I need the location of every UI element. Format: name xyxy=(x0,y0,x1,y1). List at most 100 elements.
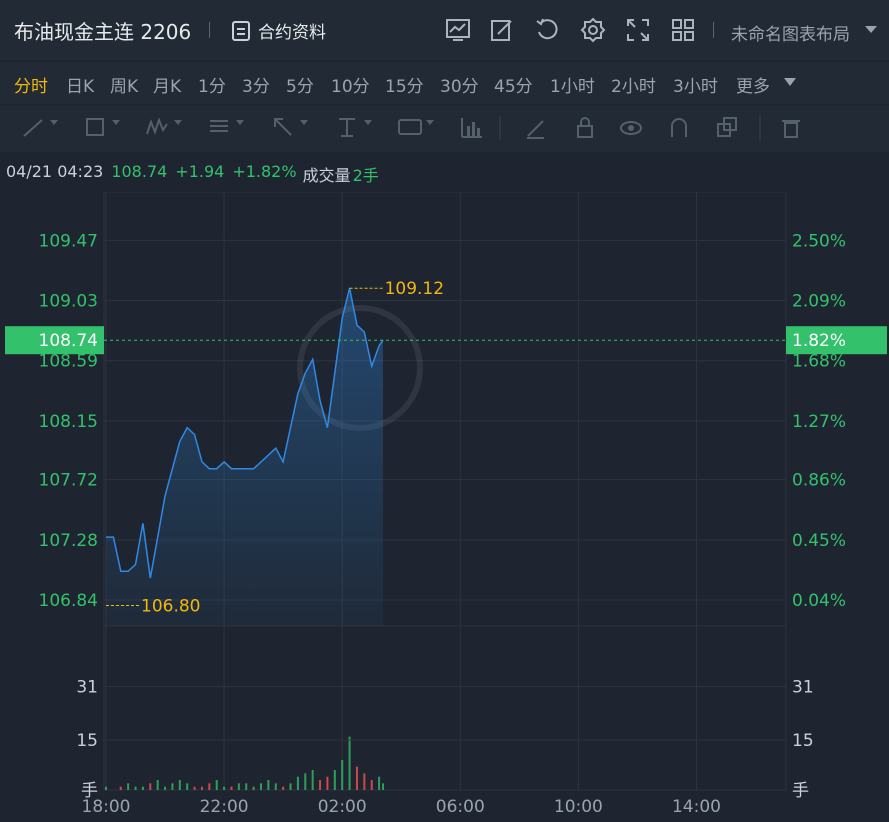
quote-price: 108.74 xyxy=(111,162,168,181)
period-tab-2[interactable]: 周K xyxy=(110,77,139,97)
volume-bar xyxy=(156,780,159,790)
volume-bar xyxy=(230,786,233,790)
period-tab-9[interactable]: 30分 xyxy=(440,77,479,97)
chevron-down-icon[interactable] xyxy=(865,26,877,33)
period-tab-13[interactable]: 3小时 xyxy=(673,77,718,97)
period-bar xyxy=(0,62,889,104)
quote-change-pct: +1.82% xyxy=(232,162,297,181)
volume-bar xyxy=(127,783,130,790)
quote-datetime: 04/21 04:23 xyxy=(6,162,104,181)
undo-icon[interactable] xyxy=(534,17,560,43)
settings-icon[interactable] xyxy=(580,17,606,43)
volume-bar xyxy=(252,786,255,790)
volume-unit: 手 xyxy=(81,781,98,801)
current-pct-tag xyxy=(786,326,887,355)
period-tab-10[interactable]: 45分 xyxy=(494,77,533,97)
intraday-chart[interactable]: 109.47 2.50% 109.03 2.09% 108.59 1.68% 108.15 1… xyxy=(0,192,889,822)
volume-bar xyxy=(333,770,336,790)
volume-label: 成交量 xyxy=(302,166,351,185)
volume-bar xyxy=(311,770,314,790)
volume-bar xyxy=(119,786,122,790)
pct-tick: 1.27% xyxy=(792,412,846,432)
header-bar xyxy=(0,0,889,60)
time-tick: 10:00 xyxy=(554,797,603,817)
price-tick: 108.15 xyxy=(39,412,98,432)
period-tab-3[interactable]: 月K xyxy=(153,77,182,97)
quote-volume: 2手 xyxy=(352,166,379,185)
price-tick: 109.03 xyxy=(39,292,98,312)
pct-tick: 2.50% xyxy=(792,231,846,251)
volume-bar xyxy=(363,773,366,790)
chevron-down-icon[interactable] xyxy=(174,120,182,125)
pct-tick: 1.68% xyxy=(792,352,846,372)
volume-tick: 31 xyxy=(792,678,814,698)
volume-bar xyxy=(319,780,322,790)
volume-bar xyxy=(164,786,167,790)
chevron-down-icon[interactable] xyxy=(236,120,244,125)
volume-bar xyxy=(348,736,351,790)
volume-bar xyxy=(267,780,270,790)
period-tab-0[interactable]: 分时 xyxy=(14,77,48,97)
price-area xyxy=(106,288,384,626)
indicator-icon[interactable] xyxy=(445,17,471,43)
pencil-icon[interactable] xyxy=(527,120,544,139)
volume-bar xyxy=(149,783,152,790)
plot-frame xyxy=(103,192,787,791)
chevron-down-icon[interactable] xyxy=(300,120,308,125)
volume-bar xyxy=(355,766,358,790)
volume-profile-icon[interactable] xyxy=(461,118,482,138)
period-tab-14[interactable]: 更多 xyxy=(736,77,770,97)
line-tool-icon[interactable] xyxy=(23,119,43,137)
time-tick: 02:00 xyxy=(318,797,367,817)
price-tick: 107.28 xyxy=(39,531,98,551)
header-divider xyxy=(209,22,210,38)
pct-tick: 2.09% xyxy=(792,292,846,312)
period-tab-8[interactable]: 15分 xyxy=(385,77,424,97)
lock-icon[interactable] xyxy=(577,117,593,138)
chevron-down-icon[interactable] xyxy=(50,120,58,125)
chevron-down-icon[interactable] xyxy=(364,120,372,125)
price-tick: 109.47 xyxy=(39,231,98,251)
chevron-down-icon[interactable] xyxy=(112,120,120,125)
period-tab-5[interactable]: 3分 xyxy=(242,77,270,97)
arrow-tool-icon[interactable] xyxy=(274,118,292,136)
period-tab-7[interactable]: 10分 xyxy=(331,77,370,97)
high-label: 109.12 xyxy=(385,279,444,299)
volume-bar xyxy=(134,786,137,790)
instrument-title: 布油现金主连 2206 xyxy=(14,20,192,44)
volume-unit: 手 xyxy=(792,781,809,801)
wave-tool-icon[interactable] xyxy=(146,117,168,135)
copy-icon[interactable] xyxy=(717,117,737,137)
volume-bar xyxy=(141,786,144,790)
current-price-text: 108.74 xyxy=(39,331,98,351)
chevron-down-icon[interactable] xyxy=(784,78,796,86)
edit-icon[interactable] xyxy=(489,17,515,43)
chevron-down-icon[interactable] xyxy=(426,120,434,125)
volume-bar xyxy=(200,786,203,790)
period-tab-12[interactable]: 2小时 xyxy=(611,77,656,97)
period-tab-4[interactable]: 1分 xyxy=(198,77,226,97)
volume-bar xyxy=(105,786,107,790)
volume-bar xyxy=(245,783,248,790)
rectangle-tool-icon[interactable] xyxy=(86,118,104,136)
fullscreen-icon[interactable] xyxy=(625,17,651,43)
period-tab-1[interactable]: 日K xyxy=(66,77,95,97)
period-tab-6[interactable]: 5分 xyxy=(286,77,314,97)
volume-bar xyxy=(223,786,226,790)
drawing-tools xyxy=(23,116,800,140)
fib-tool-icon[interactable] xyxy=(210,120,228,132)
quote-line: 04/21 04:23 108.74 +1.94 +1.82% 成交量 2手 xyxy=(6,162,379,186)
eye-icon[interactable] xyxy=(620,121,642,135)
label-tool-icon[interactable] xyxy=(398,119,422,135)
contract-info-button[interactable]: 合约资料 xyxy=(232,18,326,43)
volume-bar xyxy=(341,760,344,790)
volume-bar xyxy=(296,776,299,790)
trash-icon[interactable] xyxy=(782,120,800,138)
layout-selector[interactable]: 未命名图表布局 xyxy=(731,25,850,45)
volume-tick: 31 xyxy=(76,678,98,698)
price-range-tool-icon[interactable] xyxy=(339,118,355,137)
period-tab-11[interactable]: 1小时 xyxy=(550,77,595,97)
grid-layout-icon[interactable] xyxy=(670,17,696,43)
volume-bar xyxy=(193,786,196,790)
magnet-icon[interactable] xyxy=(671,118,687,137)
